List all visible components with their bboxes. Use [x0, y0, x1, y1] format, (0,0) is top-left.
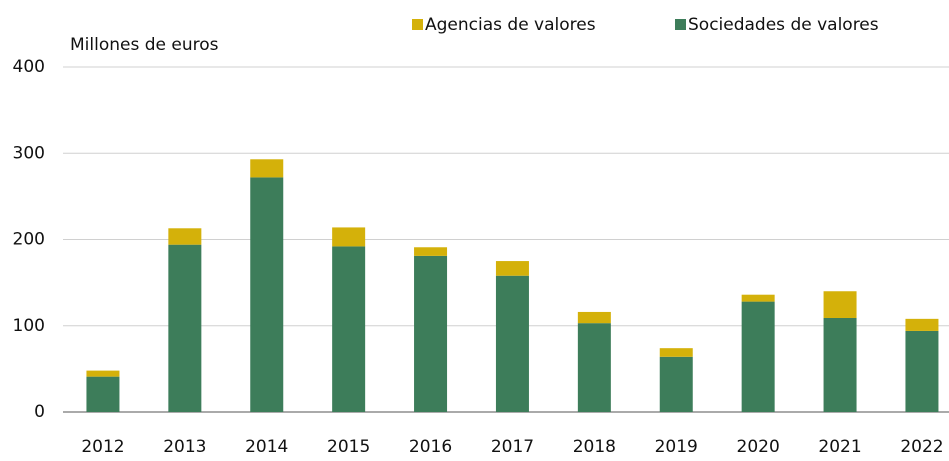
bar-segment	[823, 317, 857, 412]
x-tick-label: 2013	[163, 437, 206, 457]
y-tick-label: 400	[13, 57, 45, 77]
x-tick-label: 2016	[409, 437, 452, 457]
bar-segment	[86, 370, 120, 377]
legend-label: Sociedades de valores	[688, 15, 879, 35]
bar-segment	[86, 376, 120, 412]
y-tick-label: 300	[13, 143, 45, 163]
legend-swatch	[675, 19, 686, 30]
bar-segment	[414, 247, 448, 256]
x-tick-label: 2015	[327, 437, 370, 457]
y-tick-label: 100	[13, 316, 45, 336]
legend-swatch	[412, 19, 423, 30]
bar-segment	[332, 227, 366, 247]
y-axis-label: Millones de euros	[70, 35, 219, 55]
bar-segment	[741, 294, 775, 302]
bar-segment	[741, 301, 775, 412]
x-tick-label: 2022	[900, 437, 943, 457]
x-tick-label: 2019	[655, 437, 698, 457]
bar-segment	[905, 330, 939, 412]
bar-segment	[577, 311, 611, 324]
bar-segment	[823, 291, 857, 318]
x-tick-label: 2014	[245, 437, 288, 457]
bar-segment	[659, 356, 693, 412]
bar-segment	[250, 177, 284, 412]
x-tick-label: 2018	[573, 437, 616, 457]
bar-segment	[168, 244, 202, 412]
y-tick-label: 0	[34, 402, 45, 422]
bar-segment	[577, 323, 611, 412]
bar-segment	[332, 246, 366, 412]
bar-segment	[659, 348, 693, 357]
x-tick-label: 2017	[491, 437, 534, 457]
y-tick-label: 200	[13, 230, 45, 250]
bar-segment	[414, 255, 448, 412]
bar-segment	[168, 228, 202, 245]
x-tick-label: 2020	[737, 437, 780, 457]
bar-segment	[495, 261, 529, 276]
bar-segment	[495, 275, 529, 412]
bar-segment	[905, 318, 939, 331]
legend-label: Agencias de valores	[425, 15, 596, 35]
bar-segment	[250, 159, 284, 178]
x-tick-label: 2021	[818, 437, 861, 457]
x-tick-label: 2012	[81, 437, 124, 457]
